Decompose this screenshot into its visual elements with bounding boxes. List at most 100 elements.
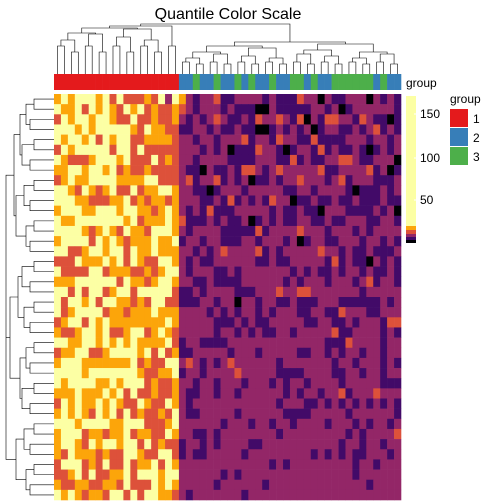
heatmap-cell [387,388,395,399]
heatmap-cell [248,469,256,480]
heatmap-cell [95,165,103,176]
heatmap-cell [88,489,96,501]
heatmap-cell [213,195,221,206]
heatmap-cell [380,205,388,217]
heatmap-cell [116,276,124,288]
heatmap-cell [380,154,388,166]
heatmap-cell [60,124,69,135]
heatmap-cell [137,439,145,450]
heatmap-cell [262,104,270,115]
heatmap-cell [137,246,145,257]
heatmap-cell [165,469,173,480]
heatmap-cell [352,134,360,146]
heatmap-cell [88,154,96,166]
heatmap-cell [151,449,159,460]
heatmap-cell [324,398,332,409]
heatmap-cell [123,256,131,267]
heatmap-cell [88,368,96,379]
heatmap-cell [283,378,291,389]
heatmap-cell [116,469,124,480]
heatmap-cell [248,449,256,460]
heatmap-cell [144,104,152,115]
heatmap-cell [317,185,325,196]
heatmap-cell [380,256,388,267]
heatmap-cell [366,286,374,298]
heatmap-cell [213,154,221,166]
heatmap-cell [303,286,312,298]
heatmap-cell [255,205,263,217]
heatmap-cell [303,185,312,196]
heatmap-cell [296,469,305,480]
heatmap-cell [151,236,159,247]
heatmap-cell [192,489,201,501]
heatmap-cell [366,266,374,277]
heatmap-cell [81,489,89,501]
heatmap-cell [213,449,221,460]
heatmap-cell [192,428,201,440]
heatmap-cell [123,378,131,389]
heatmap-cell [151,378,159,389]
heatmap-cell [380,225,388,237]
heatmap-cell [81,307,89,318]
heatmap-cell [262,165,270,176]
heatmap-cell [158,297,166,308]
heatmap-cell [296,378,305,389]
heatmap-cell [289,489,298,501]
heatmap-cell [373,398,381,409]
heatmap-cell [331,276,339,288]
heatmap-cell [331,225,339,237]
heatmap-cell [255,347,263,359]
heatmap-cell [116,459,124,470]
heatmap-cell [109,124,117,135]
heatmap-cell [276,307,284,318]
heatmap-cell [54,256,62,267]
group-annotation-cell [380,74,388,90]
heatmap-cell [241,246,249,257]
heatmap-cell [241,215,249,227]
heatmap-cell [171,185,180,196]
heatmap-cell [373,337,381,349]
heatmap-cell [269,185,277,196]
heatmap-cell [185,215,194,227]
heatmap-cell [317,124,325,135]
heatmap-cell [241,469,249,480]
heatmap-cell [352,357,360,369]
heatmap-cell [185,195,194,206]
heatmap-cell [338,134,346,146]
heatmap-cell [255,276,263,288]
heatmap-cell [54,246,62,257]
heatmap-cell [262,439,270,450]
heatmap-cell [359,459,367,470]
heatmap-cell [109,165,117,176]
heatmap-cell [220,114,228,125]
heatmap-cell [394,185,402,196]
heatmap-cell [345,489,353,501]
heatmap-cell [74,266,83,277]
heatmap-cell [359,236,367,247]
heatmap-cell [317,317,325,328]
heatmap-cell [255,124,263,135]
heatmap-cell [88,276,96,288]
heatmap-cell [345,378,353,389]
heatmap-cell [262,236,270,247]
heatmap-cell [102,449,110,460]
heatmap-cell [303,266,312,277]
heatmap-cell [185,276,194,288]
heatmap-cell [88,327,96,338]
heatmap-cell [387,327,395,338]
heatmap-cell [81,175,89,186]
heatmap-cell [213,286,221,298]
heatmap-cell [352,317,360,328]
heatmap-cell [276,479,284,491]
heatmap-cell [165,154,173,166]
chart-title: Quantile Color Scale [155,6,302,23]
heatmap-cell [165,124,173,135]
heatmap-cell [165,134,173,146]
heatmap-cell [206,357,214,369]
heatmap-cell [74,286,83,298]
legend-swatch-2 [450,128,468,146]
heatmap-cell [178,337,187,349]
heatmap-cell [283,418,291,430]
heatmap-cell [178,134,187,146]
heatmap-cell [178,368,187,379]
